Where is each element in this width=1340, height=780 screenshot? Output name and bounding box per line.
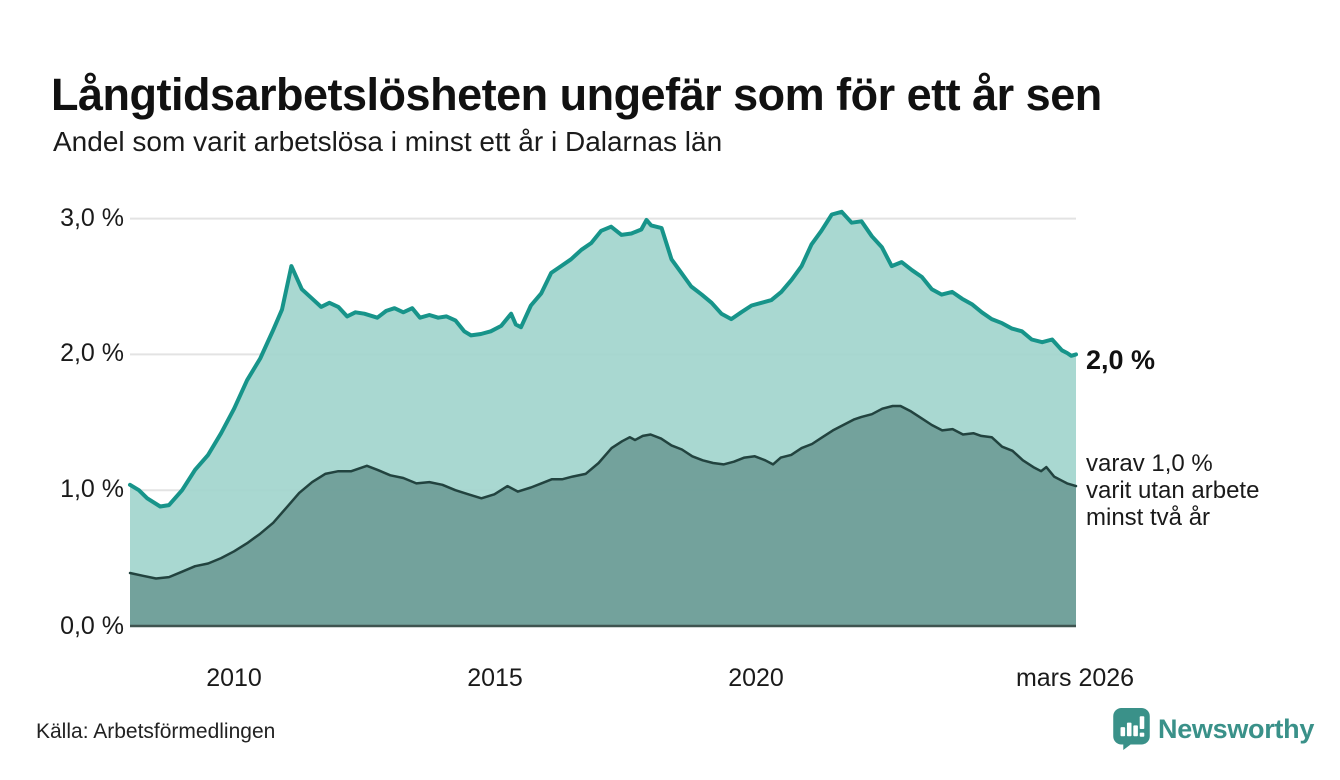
y-axis-label-3: 3,0 %: [60, 204, 124, 232]
y-axis-label-1: 1,0 %: [60, 475, 124, 503]
series-end-label-subset: varav 1,0 % varit utan arbete minst två …: [1086, 450, 1259, 531]
x-axis-label-mars-2026: mars 2026: [1015, 664, 1135, 692]
series-end-label-subset-line2: varit utan arbete: [1086, 477, 1260, 504]
series-end-label-subset-line3: minst två år: [1086, 504, 1211, 531]
page-subtitle: Andel som varit arbetslösa i minst ett å…: [53, 126, 723, 157]
series-end-label-subset-line1: varav 1,0 %: [1086, 450, 1213, 477]
line-series-0: [128, 209, 1078, 509]
source-note: Källa: Arbetsförmedlingen: [36, 720, 276, 743]
x-axis-label-2020: 2020: [728, 664, 784, 692]
y-axis-label-2: 2,0 %: [60, 339, 124, 367]
page-title: Långtidsarbetslösheten ungefär som för e…: [51, 69, 1102, 121]
x-axis-label-2015: 2015: [467, 664, 523, 692]
brand-name: Newsworthy: [1158, 713, 1315, 744]
area-fill-series-1: [130, 406, 1076, 626]
newsworthy-bubble-chart-icon: [1113, 708, 1150, 750]
series-end-label-total: 2,0 %: [1086, 345, 1156, 375]
y-axis-label-0: 0,0 %: [60, 612, 124, 640]
x-axis-label-2010: 2010: [206, 664, 262, 692]
line-series-1: [128, 404, 1078, 580]
brand-logo: Newsworthy: [1113, 708, 1314, 750]
